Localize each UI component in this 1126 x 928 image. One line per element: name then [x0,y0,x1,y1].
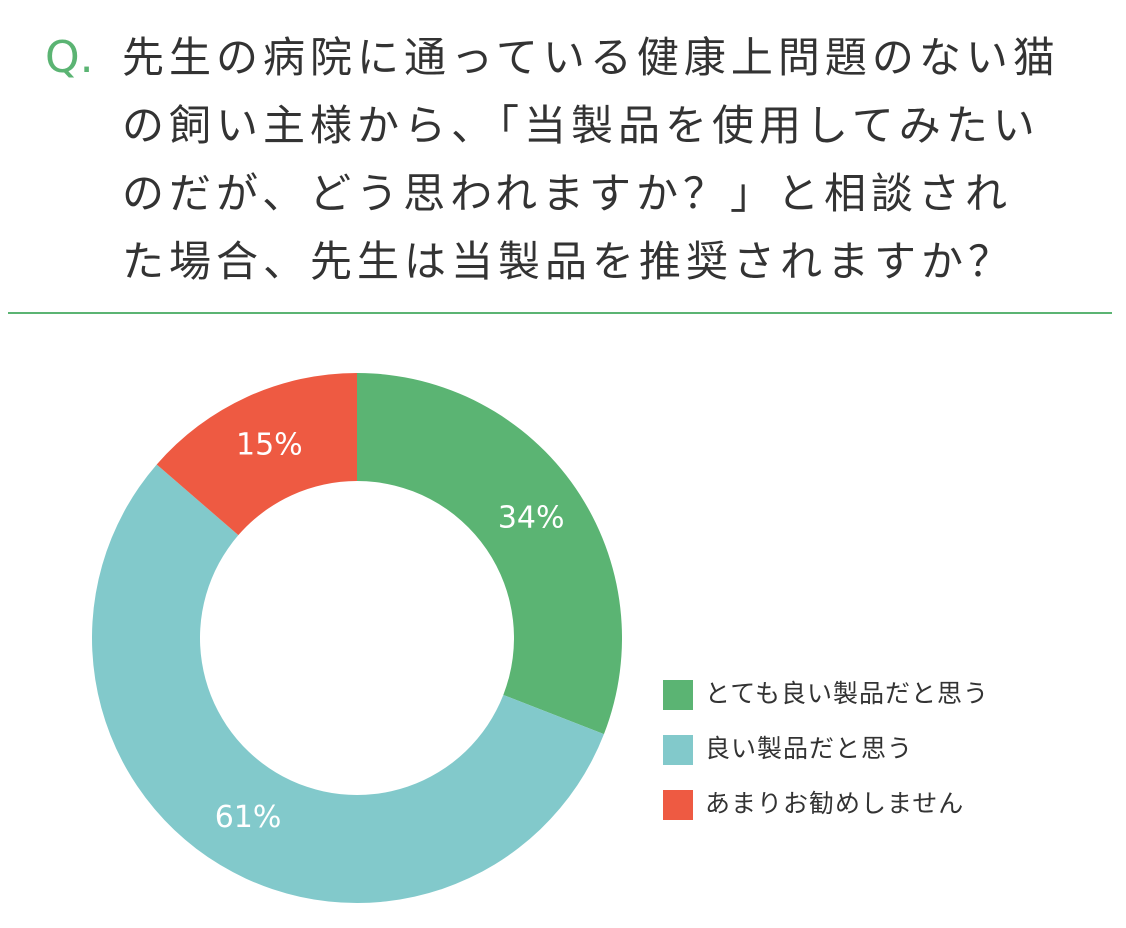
question-line: 先生の病院に通っている健康上問題のない猫 [122,33,1060,82]
value-label: 15% [236,428,303,463]
legend-label: あまりお勧めしません [705,789,964,818]
donut-segment [92,464,604,903]
value-label: 61% [215,800,282,835]
legend-swatch [663,735,693,765]
question-line: のだが、どう思われますか？」と相談され [122,169,1012,218]
value-label: 34% [498,500,565,535]
donut-segment [156,373,357,536]
legend-swatch [663,790,693,820]
question-marker: Q. [45,32,94,83]
legend-label: 良い製品だと思う [705,734,913,763]
legend-label: とても良い製品だと思う [705,679,989,708]
question-line: た場合、先生は当製品を推奨されますか？ [122,237,1015,286]
question-line: の飼い主様から、「当製品を使用してみたい [122,101,1040,150]
legend-swatch [663,680,693,710]
donut-segment [357,373,623,735]
